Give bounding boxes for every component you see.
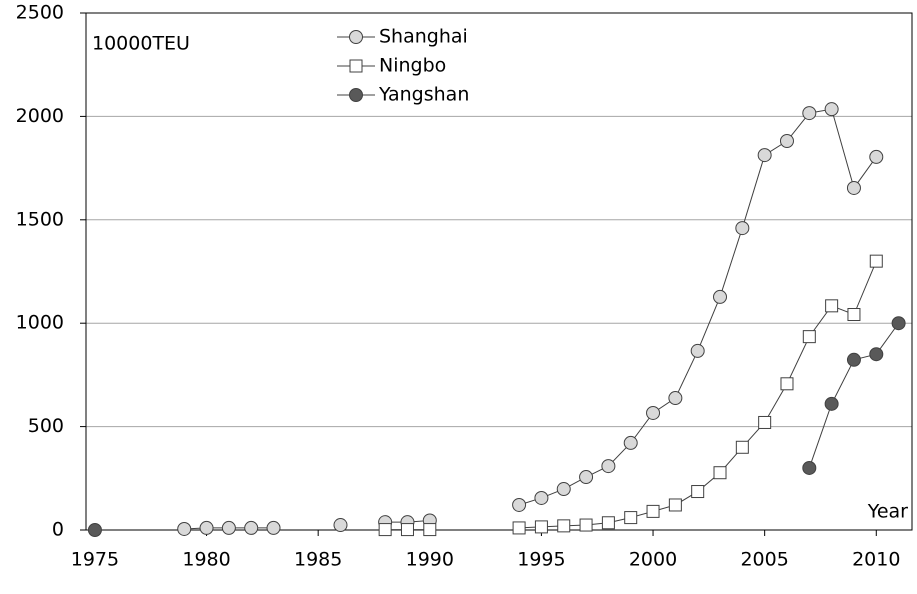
series-line: [808, 322, 900, 469]
point: [87, 523, 102, 537]
point: [846, 180, 861, 195]
y-tick-label: 1000: [16, 312, 64, 334]
point: [244, 520, 259, 535]
y-tick-label: 2500: [16, 2, 64, 24]
point: [512, 521, 526, 535]
point: [713, 289, 728, 304]
legend-label: Ningbo: [379, 55, 446, 77]
point: [824, 396, 839, 411]
point: [846, 352, 861, 367]
point: [601, 459, 616, 474]
point: [579, 470, 594, 485]
x-axis-label: Year: [867, 501, 908, 523]
point: [779, 134, 794, 149]
x-tick-label: 2010: [852, 549, 900, 571]
point: [423, 523, 437, 537]
point: [713, 466, 727, 480]
point: [780, 377, 794, 391]
y-tick-label: 500: [28, 415, 64, 437]
series-line: [385, 260, 877, 531]
point: [691, 485, 705, 499]
point: [802, 106, 817, 121]
point: [378, 523, 392, 537]
x-tick-label: 1990: [406, 549, 454, 571]
x-tick-label: 2000: [629, 549, 677, 571]
point: [333, 518, 348, 533]
point: [802, 330, 816, 344]
point: [221, 520, 236, 535]
point: [757, 148, 772, 163]
legend-item: Shanghai: [337, 26, 468, 48]
point: [601, 516, 615, 530]
point: [735, 440, 749, 454]
point: [824, 102, 839, 117]
point: [869, 254, 883, 268]
legend-marker: [349, 59, 363, 73]
point: [266, 520, 281, 535]
point: [177, 521, 192, 536]
point: [556, 482, 571, 497]
point: [400, 523, 414, 537]
grid: [86, 12, 912, 531]
y-tick-label: 1500: [16, 208, 64, 230]
point: [512, 497, 527, 512]
point: [825, 299, 839, 313]
y-tick-label: 0: [52, 519, 64, 541]
point: [802, 460, 817, 475]
point: [623, 435, 638, 450]
point: [646, 504, 660, 518]
point: [758, 415, 772, 429]
point: [624, 511, 638, 525]
point: [579, 518, 593, 532]
point: [869, 347, 884, 362]
point: [668, 391, 683, 406]
point: [847, 308, 861, 322]
point: [534, 520, 548, 534]
x-tick-label: 1995: [517, 549, 565, 571]
series-line: [184, 108, 877, 530]
point: [557, 519, 571, 533]
point: [891, 316, 906, 331]
legend-label: Yangshan: [378, 84, 469, 106]
plot-frame: [85, 12, 913, 531]
legend-label: Shanghai: [379, 26, 468, 48]
x-tick-label: 1985: [294, 549, 342, 571]
point: [869, 149, 884, 164]
legend-marker: [349, 30, 363, 44]
x-tick-label: 2005: [740, 549, 788, 571]
legend-item: Yangshan: [337, 84, 469, 106]
point: [199, 520, 214, 535]
x-tick-label: 1975: [71, 549, 119, 571]
legend-item: Ningbo: [337, 55, 446, 77]
point: [534, 490, 549, 505]
x-tick-label: 1980: [182, 549, 230, 571]
point: [646, 405, 661, 420]
y-axis-label: 10000TEU: [92, 33, 190, 55]
point: [668, 498, 682, 512]
y-tick-label: 2000: [16, 105, 64, 127]
point: [690, 343, 705, 358]
point: [735, 221, 750, 236]
legend-marker: [349, 88, 363, 102]
